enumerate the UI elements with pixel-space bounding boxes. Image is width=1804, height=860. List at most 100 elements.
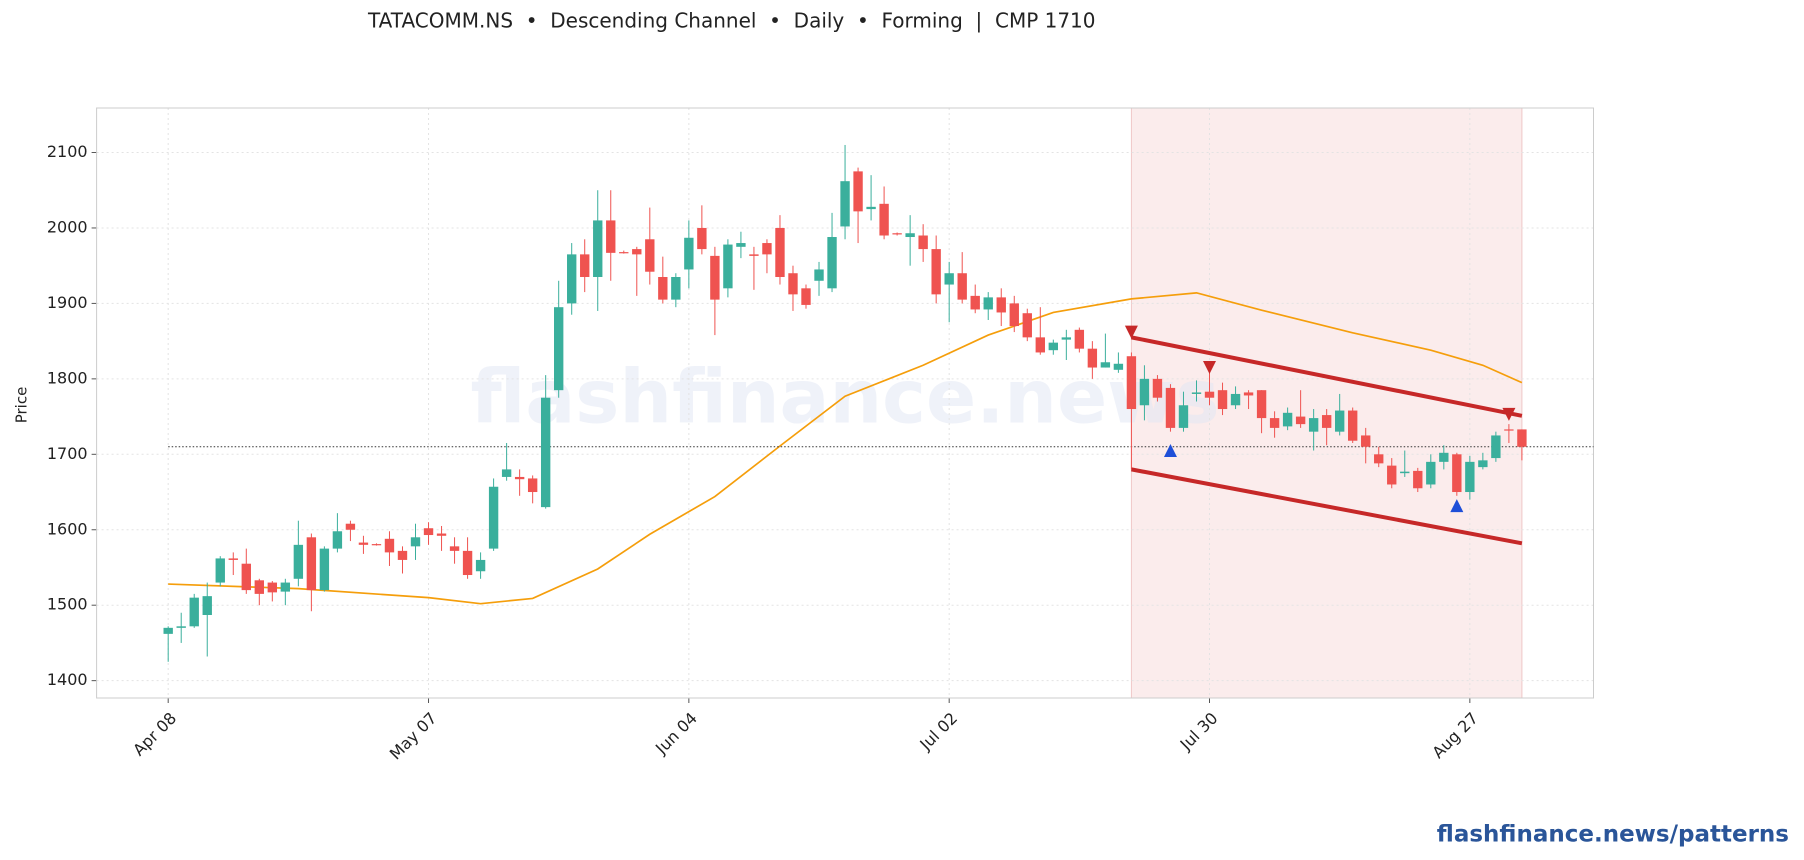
candle-body xyxy=(345,523,356,530)
candle-body xyxy=(788,273,798,295)
candle-body xyxy=(1243,392,1254,396)
candle-body xyxy=(684,237,694,270)
candle-body xyxy=(1374,454,1384,464)
y-tick-label: 2000 xyxy=(47,217,88,236)
candle-body xyxy=(202,596,212,616)
candle-body xyxy=(488,486,499,549)
peak-marker xyxy=(1502,407,1516,421)
candle-body xyxy=(176,626,186,628)
candle-body xyxy=(1478,460,1488,468)
candle-body xyxy=(1087,348,1098,368)
candle-body xyxy=(371,544,382,546)
candle-body xyxy=(1178,405,1189,428)
candle-body xyxy=(1256,390,1267,419)
candle-body xyxy=(1361,435,1371,447)
candle-body xyxy=(1269,418,1280,428)
trough-marker xyxy=(1163,444,1177,458)
candle-body xyxy=(1439,452,1449,462)
candle-body xyxy=(423,528,434,536)
candle-body xyxy=(1334,410,1345,432)
moving-average xyxy=(168,291,1523,605)
candle-body xyxy=(762,243,772,255)
candle-body xyxy=(1022,313,1032,338)
candle-body xyxy=(879,203,889,236)
candle-body xyxy=(189,597,199,627)
trough-marker xyxy=(1450,499,1464,513)
candle-body xyxy=(710,255,720,300)
candle-body xyxy=(801,288,811,305)
candle-body xyxy=(970,295,980,310)
candle-body xyxy=(267,582,278,593)
candle-body xyxy=(931,249,941,295)
y-tick-label: 1700 xyxy=(47,444,88,463)
candle-body xyxy=(449,546,460,551)
candle-body xyxy=(983,297,993,310)
y-tick-label: 1900 xyxy=(47,293,88,312)
y-tick-label: 2100 xyxy=(47,142,88,161)
candle-body xyxy=(1139,378,1150,406)
candle-body xyxy=(827,237,837,289)
candle-body xyxy=(501,469,512,477)
candle-body xyxy=(1217,390,1228,410)
y-tick-label: 1400 xyxy=(47,670,88,689)
candle-body xyxy=(671,277,681,300)
candle-body xyxy=(840,181,850,227)
candle-body xyxy=(814,269,824,281)
candle-body xyxy=(1426,461,1436,485)
candle-body xyxy=(619,252,629,254)
candle-body xyxy=(1517,429,1527,447)
candle-body xyxy=(254,580,264,594)
candle-body xyxy=(475,559,486,572)
candle-body xyxy=(1295,416,1306,425)
candle-body xyxy=(723,244,733,289)
candle-body xyxy=(749,254,759,256)
candle-body xyxy=(1348,410,1358,441)
candle-body xyxy=(1048,342,1059,351)
y-axis-label: Price xyxy=(13,387,31,424)
candle-body xyxy=(397,550,408,560)
candle-body xyxy=(1400,471,1410,474)
candle-body xyxy=(1191,392,1202,394)
candle-body xyxy=(384,538,395,553)
candle-body xyxy=(306,537,317,591)
candle-body xyxy=(944,273,954,285)
candle-body xyxy=(241,563,251,591)
channel-upper xyxy=(1131,335,1523,418)
candle-body xyxy=(736,243,746,247)
candle-body xyxy=(540,397,551,508)
candle-body xyxy=(163,627,173,634)
candle-body xyxy=(567,254,577,304)
candle-body xyxy=(1282,412,1293,427)
candle-body xyxy=(332,531,343,549)
candle-body xyxy=(1413,470,1423,489)
peak-marker xyxy=(1203,361,1217,375)
candle-body xyxy=(280,582,291,592)
candle-body xyxy=(1152,378,1163,398)
candle-body xyxy=(462,550,473,576)
candle-body xyxy=(866,206,876,210)
candle-body xyxy=(527,478,538,493)
candle-body xyxy=(293,544,304,579)
y-tick-label: 1800 xyxy=(47,368,88,387)
candle-body xyxy=(1165,387,1176,428)
peak-marker xyxy=(1124,325,1138,339)
candle-body xyxy=(1009,303,1019,327)
candle-body xyxy=(645,239,655,272)
candle-body xyxy=(697,227,707,250)
candle-body xyxy=(1465,461,1475,493)
candle-body xyxy=(1321,415,1332,428)
candle-body xyxy=(1387,465,1397,485)
footer: flashfinance.news/patterns xyxy=(1437,822,1789,848)
candle-body xyxy=(228,558,238,560)
candle-body xyxy=(996,297,1006,313)
axes-frame xyxy=(96,107,1595,699)
channel-lower xyxy=(1131,467,1523,546)
candle-body xyxy=(514,476,525,480)
candle-body xyxy=(436,533,447,536)
candle-body xyxy=(358,542,369,545)
candle-body xyxy=(853,171,863,212)
candle-body xyxy=(957,273,967,300)
candle-body xyxy=(658,277,668,300)
